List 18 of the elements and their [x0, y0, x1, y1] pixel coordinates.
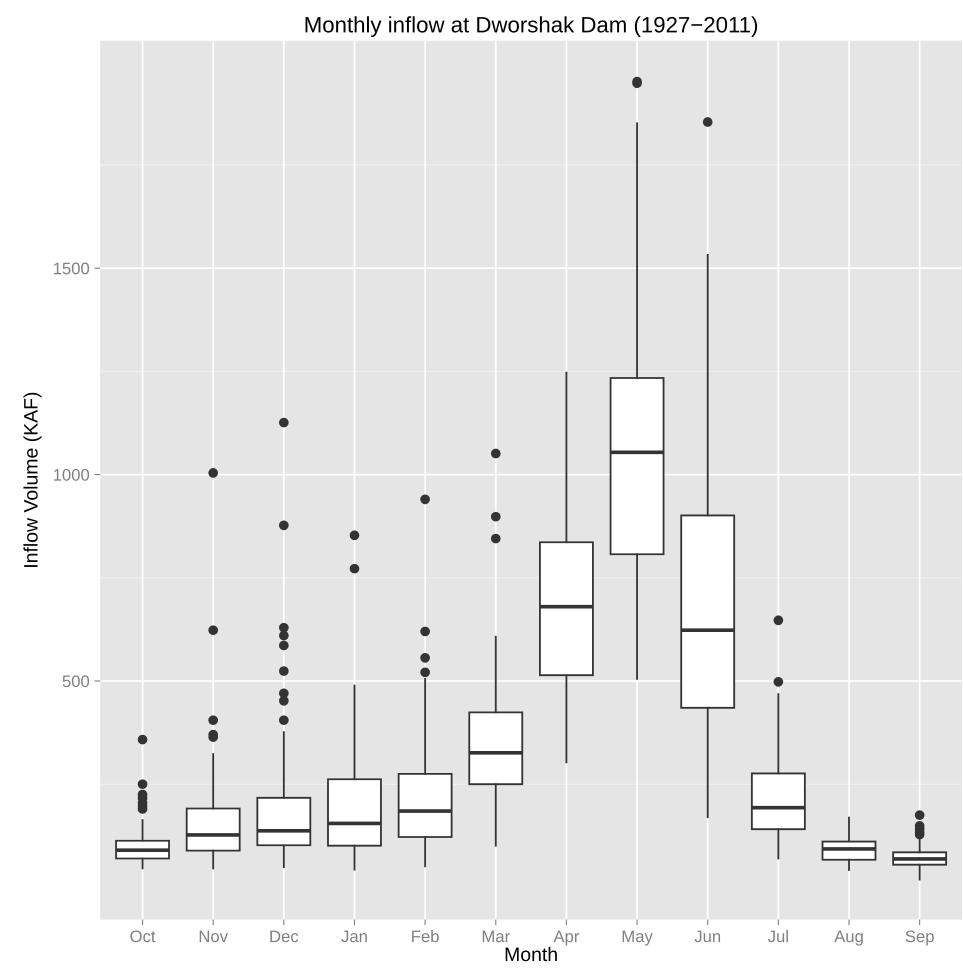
- x-tick-label: Jan: [341, 930, 367, 942]
- y-tick-label: 500: [62, 675, 90, 688]
- y-tick-label: 1000: [54, 468, 90, 481]
- x-tick-label: Jun: [694, 930, 720, 942]
- chart-title: Monthly inflow at Dworshak Dam (1927−2011): [306, 16, 758, 37]
- y-tick-label: 1500: [54, 262, 90, 274]
- x-tick-label: Aug: [834, 930, 863, 946]
- x-tick-label: Apr: [553, 930, 580, 946]
- x-axis-title: Month: [506, 946, 557, 962]
- x-tick-label: Oct: [130, 930, 156, 942]
- x-tick-label: Mar: [482, 930, 510, 942]
- x-tick-label: Dec: [270, 930, 298, 942]
- y-axis-title: Inflow Volume (KAF): [23, 392, 42, 567]
- x-tick-label: Nov: [200, 930, 228, 942]
- x-tick-label: Sep: [906, 930, 934, 946]
- x-tick-label: May: [622, 930, 653, 946]
- x-tick-label: Jul: [768, 930, 788, 942]
- x-tick-label: Feb: [412, 930, 439, 942]
